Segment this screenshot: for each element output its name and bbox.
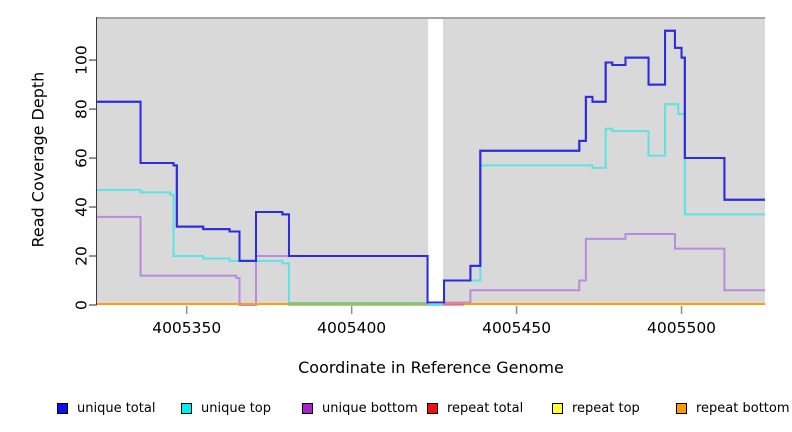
legend-item-repeat-top: repeat top bbox=[552, 398, 640, 418]
legend-swatch-icon bbox=[181, 402, 192, 414]
legend-swatch-icon bbox=[57, 402, 68, 414]
legend-item-unique-total: unique total bbox=[57, 398, 155, 418]
y-tick-label: 100 bbox=[72, 45, 90, 75]
legend-item-repeat-bottom: repeat bottom bbox=[676, 398, 790, 418]
no-data-gap-band bbox=[428, 19, 444, 305]
legend-item-repeat-total: repeat total bbox=[427, 398, 523, 418]
series-unique-total-top bbox=[97, 29, 765, 304]
series-unique-bottom bbox=[97, 215, 765, 306]
legend-swatch-icon bbox=[552, 402, 563, 414]
legend-label: unique top bbox=[201, 400, 272, 416]
chart-canvas: 0 20 40 60 80 100 4005350 4005400 4005450 4005500 bbox=[72, 17, 765, 337]
y-tick-label: 40 bbox=[72, 197, 90, 217]
legend-item-unique-top: unique top bbox=[181, 398, 271, 418]
legend-item-unique-bottom: unique bottom bbox=[302, 398, 418, 418]
legend-label: repeat top bbox=[572, 400, 640, 416]
legend-label: repeat bottom bbox=[696, 400, 790, 416]
y-tick-label: 80 bbox=[72, 99, 90, 119]
legend-swatch-icon bbox=[427, 402, 438, 414]
y-axis-title: Read Coverage Depth bbox=[28, 71, 48, 248]
y-tick-label: 60 bbox=[72, 148, 90, 168]
x-tick-label: 4005350 bbox=[152, 319, 221, 337]
legend-swatch-icon bbox=[676, 402, 687, 414]
x-tick-label: 4005400 bbox=[317, 319, 386, 337]
legend-swatch-icon bbox=[302, 402, 313, 414]
y-tick-label: 0 bbox=[72, 300, 90, 310]
x-tick-label: 4005450 bbox=[482, 319, 551, 337]
legend: unique total unique top unique bottom repea… bbox=[0, 398, 792, 420]
x-axis-title: Coordinate in Reference Genome bbox=[298, 358, 564, 377]
legend-label: unique bottom bbox=[322, 400, 418, 416]
y-tick-label: 20 bbox=[72, 246, 90, 266]
legend-label: unique total bbox=[77, 400, 156, 416]
x-tick-label: 4005500 bbox=[647, 319, 716, 337]
legend-label: repeat total bbox=[447, 400, 524, 416]
